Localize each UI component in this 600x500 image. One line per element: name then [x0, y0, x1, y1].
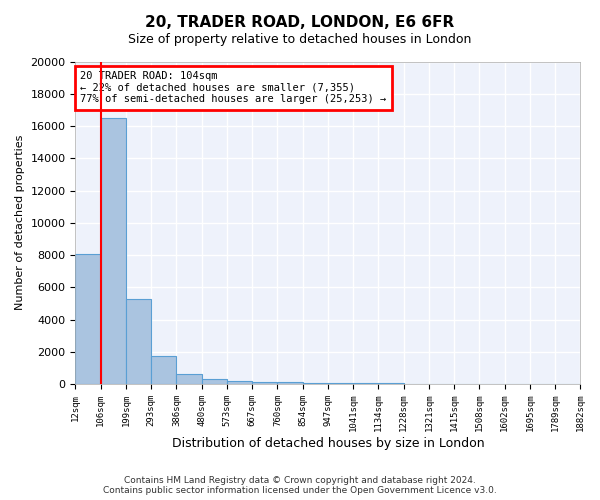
- Bar: [176, 374, 202, 384]
- Bar: [328, 383, 353, 384]
- X-axis label: Distribution of detached houses by size in London: Distribution of detached houses by size …: [172, 437, 484, 450]
- Y-axis label: Number of detached properties: Number of detached properties: [15, 135, 25, 310]
- Text: 20, TRADER ROAD, LONDON, E6 6FR: 20, TRADER ROAD, LONDON, E6 6FR: [145, 15, 455, 30]
- Bar: [76, 254, 101, 384]
- Bar: [202, 378, 227, 384]
- Bar: [126, 298, 151, 384]
- Bar: [227, 380, 252, 384]
- Bar: [151, 356, 176, 384]
- Bar: [101, 118, 126, 384]
- Text: Contains HM Land Registry data © Crown copyright and database right 2024.
Contai: Contains HM Land Registry data © Crown c…: [103, 476, 497, 495]
- Text: Size of property relative to detached houses in London: Size of property relative to detached ho…: [128, 32, 472, 46]
- Bar: [277, 382, 302, 384]
- Bar: [252, 382, 277, 384]
- Text: 20 TRADER ROAD: 104sqm
← 22% of detached houses are smaller (7,355)
77% of semi-: 20 TRADER ROAD: 104sqm ← 22% of detached…: [80, 71, 387, 104]
- Bar: [302, 383, 328, 384]
